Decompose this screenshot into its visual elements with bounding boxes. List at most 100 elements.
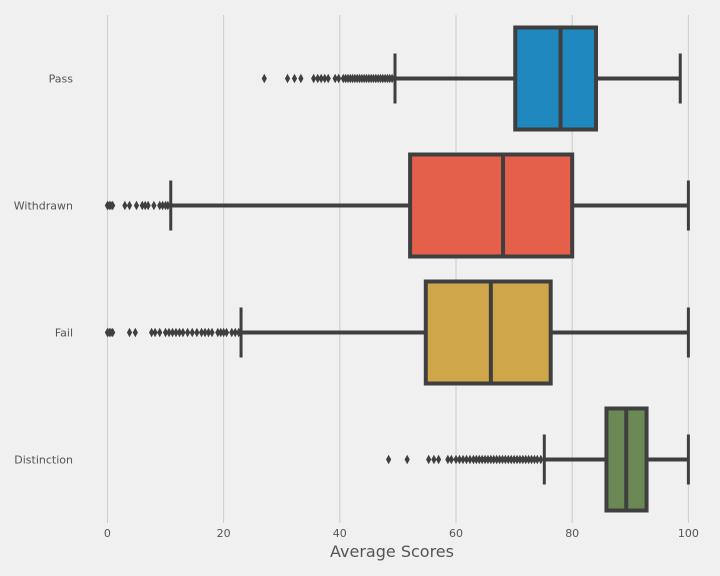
outlier-fail-13 <box>176 327 183 338</box>
outlier-distinction-23 <box>502 454 508 465</box>
outlier-distinction-12 <box>470 454 477 465</box>
outlier-distinction-32 <box>528 454 535 465</box>
outlier-distinction-34 <box>534 454 540 465</box>
box-group-pass <box>261 25 682 132</box>
outlier-distinction-33 <box>531 454 538 465</box>
outlier-distinction-31 <box>526 454 532 465</box>
outlier-pass-0 <box>261 73 267 84</box>
outlier-distinction-9 <box>460 454 466 465</box>
outlier-withdrawn-3 <box>110 200 116 211</box>
outlier-distinction-8 <box>456 454 463 465</box>
outlier-distinction-17 <box>485 454 491 465</box>
outlier-fail-6 <box>148 327 155 338</box>
outlier-distinction-16 <box>482 454 488 465</box>
x-tick-label-0: 0 <box>104 527 111 540</box>
outlier-distinction-28 <box>517 454 523 465</box>
outlier-distinction-10 <box>463 454 470 465</box>
x-axis-ticks: 0 20 40 60 80 100 <box>104 527 699 540</box>
outlier-fail-12 <box>173 327 179 338</box>
box-fail <box>423 279 553 386</box>
outlier-fail-22 <box>215 327 221 338</box>
outlier-fail-27 <box>232 327 238 338</box>
outlier-withdrawn-8 <box>142 200 148 211</box>
outlier-withdrawn-12 <box>160 200 166 211</box>
outlier-withdrawn-14 <box>165 200 171 211</box>
outlier-pass-7 <box>322 73 328 84</box>
box-group-fail <box>104 279 690 386</box>
outlier-fail-24 <box>221 327 227 338</box>
outlier-withdrawn-9 <box>145 200 151 211</box>
outlier-distinction-30 <box>523 454 529 465</box>
outlier-distinction-18 <box>488 454 494 465</box>
box-withdrawn <box>408 152 575 259</box>
boxes <box>104 25 690 513</box>
box-pass <box>513 25 599 132</box>
y-tick-label-withdrawn: Withdrawn <box>14 200 73 213</box>
outlier-fail-16 <box>189 327 195 338</box>
outlier-withdrawn-5 <box>126 200 133 211</box>
outlier-fail-15 <box>185 327 191 338</box>
outlier-fail-26 <box>229 327 235 338</box>
outlier-distinction-3 <box>431 454 437 465</box>
outlier-withdrawn-4 <box>122 200 128 211</box>
outlier-distinction-20 <box>494 454 500 465</box>
outlier-fail-5 <box>132 327 138 338</box>
outlier-fail-8 <box>157 327 163 338</box>
outlier-fail-28 <box>236 327 242 338</box>
outlier-pass-3 <box>298 73 304 84</box>
outlier-distinction-24 <box>505 454 511 465</box>
outlier-distinction-35 <box>538 454 544 465</box>
x-tick-label-40: 40 <box>333 527 347 540</box>
x-axis-title: Average Scores <box>330 542 454 561</box>
outlier-distinction-21 <box>496 454 503 465</box>
y-tick-label-distinction: Distinction <box>14 454 73 467</box>
outlier-fail-17 <box>194 327 200 338</box>
outlier-fail-18 <box>198 327 205 338</box>
outlier-distinction-5 <box>445 454 451 465</box>
outlier-withdrawn-6 <box>133 200 140 211</box>
outlier-fail-4 <box>126 327 133 338</box>
outlier-distinction-19 <box>491 454 497 465</box>
outlier-pass-8 <box>325 73 331 84</box>
outlier-distinction-25 <box>508 454 514 465</box>
outlier-pass-4 <box>311 73 317 84</box>
outlier-pass-10 <box>336 73 342 84</box>
y-axis-categories: Pass Withdrawn Fail Distinction <box>14 73 73 467</box>
outlier-distinction-29 <box>520 454 526 465</box>
outlier-distinction-13 <box>473 454 479 465</box>
outlier-fail-14 <box>180 327 186 338</box>
x-tick-label-20: 20 <box>217 527 231 540</box>
outlier-distinction-0 <box>386 454 392 465</box>
y-tick-label-pass: Pass <box>49 73 74 86</box>
outlier-fail-11 <box>169 327 176 338</box>
outlier-distinction-26 <box>511 454 517 465</box>
outlier-withdrawn-10 <box>151 200 157 211</box>
outlier-fail-25 <box>223 327 230 338</box>
outlier-withdrawn-11 <box>157 200 163 211</box>
outlier-distinction-4 <box>435 454 442 465</box>
outlier-pass-32 <box>389 73 395 84</box>
outlier-fail-23 <box>218 327 224 338</box>
outlier-fail-20 <box>205 327 212 338</box>
outlier-distinction-2 <box>426 454 432 465</box>
x-tick-label-60: 60 <box>449 527 463 540</box>
x-tick-label-80: 80 <box>565 527 579 540</box>
outlier-fail-19 <box>202 327 208 338</box>
outlier-pass-2 <box>291 73 298 84</box>
box-group-distinction <box>386 406 690 513</box>
outlier-pass-1 <box>284 73 291 84</box>
outlier-fail-3 <box>110 327 116 338</box>
outlier-withdrawn-7 <box>139 200 145 211</box>
y-tick-label-fail: Fail <box>55 327 73 340</box>
outlier-distinction-1 <box>404 454 410 465</box>
outlier-distinction-6 <box>448 454 454 465</box>
outlier-fail-9 <box>162 327 169 338</box>
outlier-distinction-11 <box>467 454 473 465</box>
outlier-pass-9 <box>332 73 338 84</box>
outlier-distinction-27 <box>514 454 520 465</box>
outlier-distinction-7 <box>453 454 459 465</box>
outlier-distinction-15 <box>479 454 485 465</box>
x-tick-label-100: 100 <box>678 527 699 540</box>
